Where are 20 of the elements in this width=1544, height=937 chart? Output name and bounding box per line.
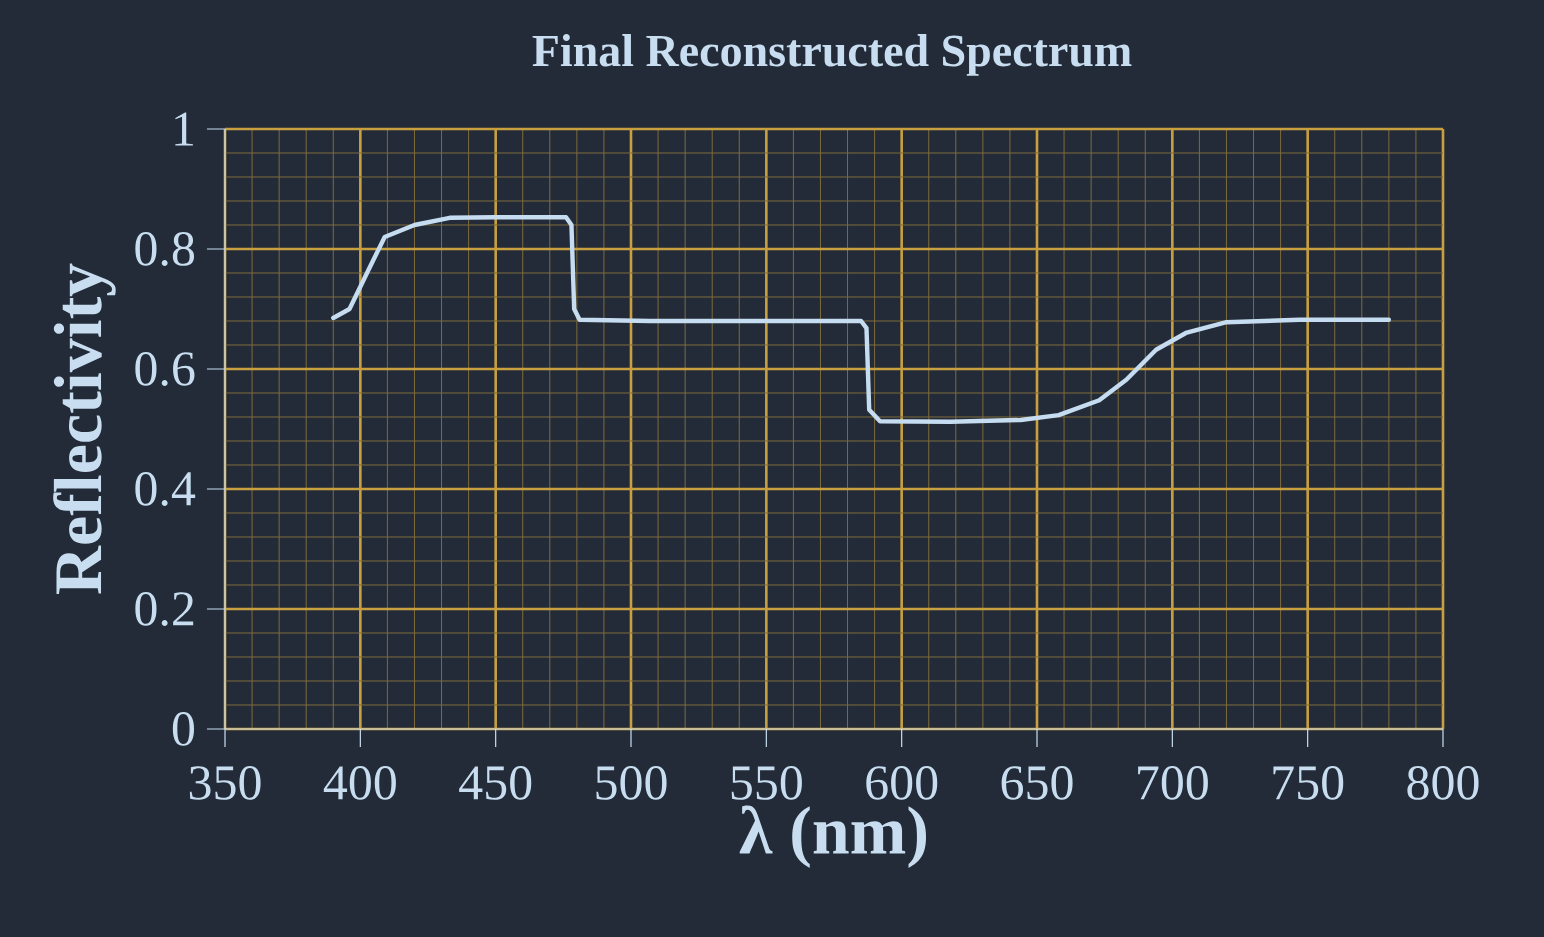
y-tick-label: 1: [175, 112, 193, 146]
y-tick-label: 0: [172, 712, 195, 746]
y-axis-title: Reflectivity: [53, 263, 116, 594]
y-tick-label: 0.6: [135, 352, 195, 386]
x-tick-label: 550: [731, 766, 802, 800]
chart-title: Final Reconstructed Spectrum: [532, 34, 1132, 76]
y-tick-label: 0.4: [135, 472, 196, 506]
x-tick-label: 750: [1273, 766, 1344, 800]
x-tick-label: 800: [1407, 766, 1479, 800]
x-tick-label: 600: [866, 766, 938, 800]
x-tick-label: 450: [459, 766, 532, 800]
x-tick-label: 500: [596, 766, 667, 800]
line-series: [331, 214, 1392, 424]
y-tick-label: 0.2: [135, 592, 194, 626]
x-tick-label: 700: [1138, 766, 1208, 800]
x-tick-label: 650: [1001, 766, 1073, 800]
x-tick-label: 400: [323, 766, 396, 800]
x-axis-title: λ (nm): [739, 805, 927, 868]
y-tick-label: 0.8: [135, 232, 195, 266]
x-tick-label: 350: [189, 766, 261, 800]
